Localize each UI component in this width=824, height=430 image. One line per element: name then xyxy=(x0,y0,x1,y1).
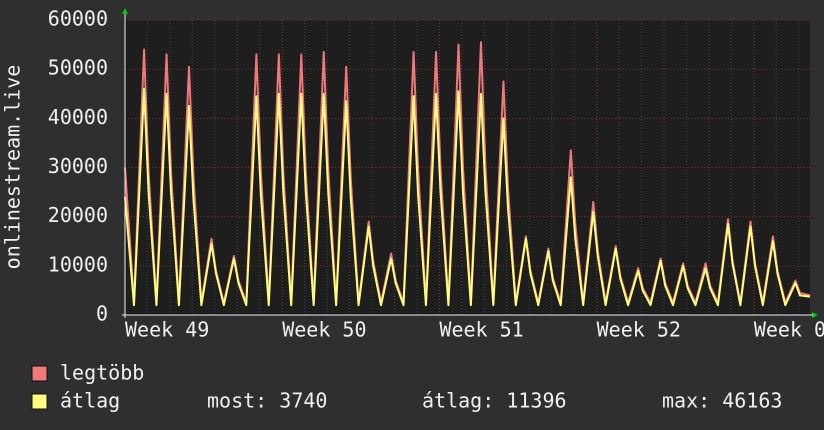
y-tick-label: 60000 xyxy=(48,7,108,31)
y-tick-label: 20000 xyxy=(48,203,108,227)
y-axis-label: onlinestream.live xyxy=(1,65,25,270)
stat-value: 11396 xyxy=(506,389,566,413)
stat-label: max: xyxy=(662,389,710,413)
axis-arrow xyxy=(812,312,818,318)
series-line xyxy=(124,87,811,307)
stat-label: most: xyxy=(207,389,267,413)
y-tick-label: 10000 xyxy=(48,252,108,276)
y-tick-label: 50000 xyxy=(48,56,108,80)
x-tick-label: Week 49 xyxy=(125,318,209,342)
axis-arrow xyxy=(122,8,128,14)
x-tick-label: Week 52 xyxy=(597,318,681,342)
x-tick-label: Week 50 xyxy=(282,318,366,342)
legend-label: átlag xyxy=(60,389,120,413)
stat-value: 46163 xyxy=(722,389,782,413)
y-tick-label: 40000 xyxy=(48,105,108,129)
stat-value: 3740 xyxy=(279,389,327,413)
legend-label: legtöbb xyxy=(60,361,144,385)
stat-label: átlag: xyxy=(422,389,494,413)
legend-swatch xyxy=(31,365,48,382)
x-tick-label: Week 01 xyxy=(754,318,824,342)
y-tick-label: 30000 xyxy=(48,154,108,178)
legend-swatch xyxy=(31,393,48,410)
x-tick-label: Week 51 xyxy=(439,318,523,342)
y-tick-label: 0 xyxy=(96,302,108,326)
